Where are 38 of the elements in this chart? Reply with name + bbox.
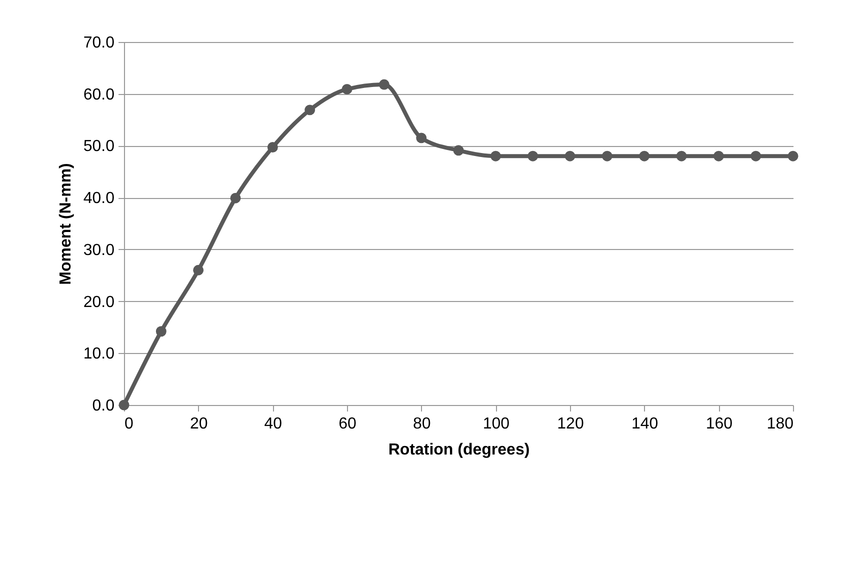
point bbox=[602, 150, 612, 162]
y-tick-label: 70.0 bbox=[83, 34, 115, 52]
point bbox=[230, 192, 241, 204]
x-tick-label: 80 bbox=[412, 416, 431, 432]
point bbox=[639, 150, 650, 162]
x-tick-label: 60 bbox=[338, 416, 356, 432]
point bbox=[267, 142, 278, 153]
point bbox=[342, 84, 352, 94]
point bbox=[788, 150, 798, 162]
point bbox=[416, 132, 427, 144]
point bbox=[193, 264, 204, 276]
y-tick-label: 0.0 bbox=[92, 398, 115, 414]
x-tick-label: 0 bbox=[124, 416, 134, 432]
y-axis-title: Moment (N-mm) bbox=[57, 163, 74, 285]
y-tick-label: 60.0 bbox=[83, 86, 115, 104]
x-tick-label: 120 bbox=[557, 416, 584, 432]
point bbox=[750, 150, 762, 162]
x-tick-label: 160 bbox=[706, 416, 733, 432]
point bbox=[490, 150, 501, 162]
point bbox=[676, 150, 687, 162]
y-tick-label: 20.0 bbox=[83, 294, 115, 311]
point bbox=[453, 145, 464, 156]
point bbox=[564, 150, 576, 162]
point bbox=[378, 79, 390, 90]
y-tick-label: 10.0 bbox=[83, 346, 115, 363]
y-tick-label: 30.0 bbox=[83, 242, 115, 259]
x-tick-label: 20 bbox=[190, 416, 208, 432]
x-tick-label: 40 bbox=[264, 416, 282, 432]
point bbox=[156, 326, 166, 337]
y-tick-label: 40.0 bbox=[83, 190, 115, 208]
point bbox=[713, 150, 724, 162]
point bbox=[304, 104, 316, 116]
x-tick-label: 140 bbox=[631, 416, 658, 432]
x-tick-label: 180 bbox=[766, 416, 794, 432]
x-tick-label: 100 bbox=[482, 416, 510, 432]
y-tick-label: 50.0 bbox=[83, 138, 115, 156]
point bbox=[528, 150, 538, 162]
x-axis-title: Rotation (degrees) bbox=[388, 442, 530, 458]
